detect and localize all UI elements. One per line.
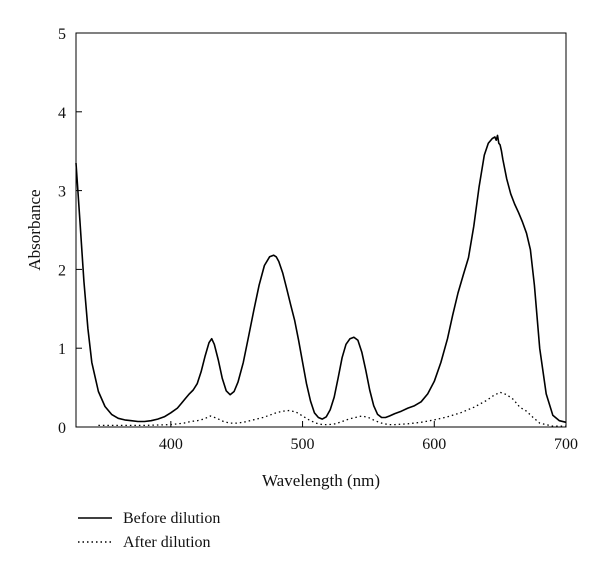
series-line-after-dilution (98, 391, 566, 427)
y-tick-label: 1 (58, 341, 66, 358)
plot-frame (75, 32, 567, 428)
y-axis-title: Absorbance (25, 189, 44, 270)
legend: Before dilution After dilution (78, 510, 220, 551)
y-tick-label: 2 (58, 262, 66, 279)
legend-label-before-dilution: Before dilution (123, 510, 220, 527)
x-axis-title: Wavelength (nm) (262, 471, 380, 490)
x-tick-label: 600 (422, 436, 446, 453)
legend-label-after-dilution: After dilution (123, 534, 211, 551)
axis-ticks: 400 500 600 700 0 1 2 3 4 5 (58, 26, 578, 453)
y-tick-label: 3 (58, 184, 66, 201)
x-tick-label: 400 (159, 436, 183, 453)
x-tick-label: 500 (291, 436, 315, 453)
series-line-before-dilution (75, 134, 567, 424)
y-tick-label: 5 (58, 26, 66, 43)
y-tick-label: 0 (58, 420, 66, 437)
x-tick-label: 700 (554, 436, 578, 453)
y-tick-label: 4 (58, 105, 66, 122)
series-layer (75, 134, 567, 427)
